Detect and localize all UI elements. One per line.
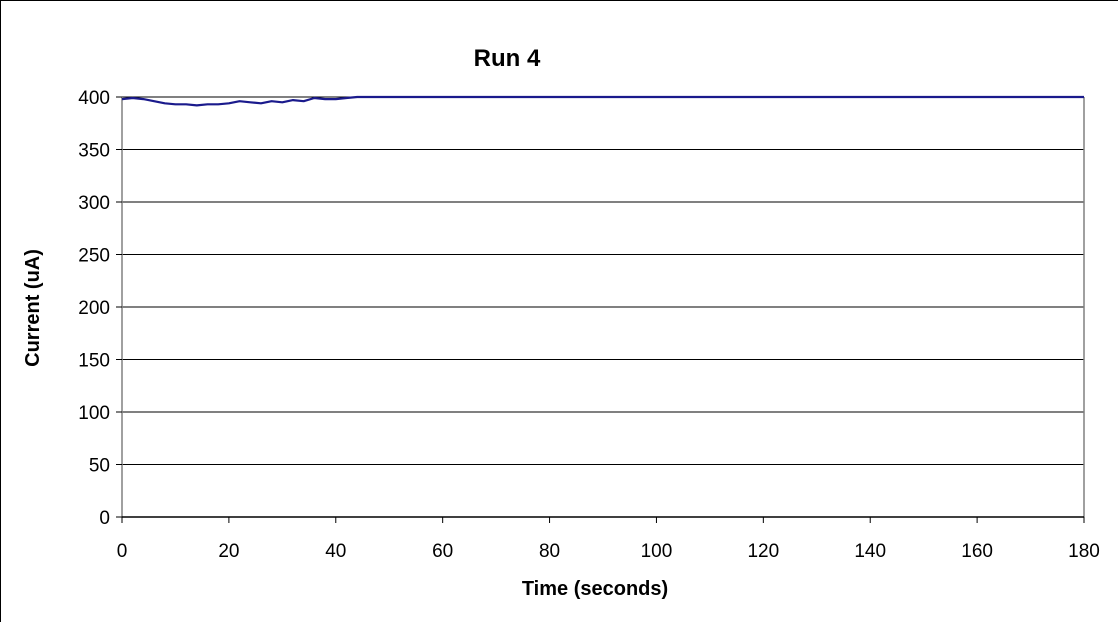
y-tick-label-400: 400 xyxy=(78,88,110,109)
tick-labels: 0 50 100 150 200 250 300 350 400 0 20 40 60 80 100 120 1… xyxy=(78,88,1100,562)
x-tick-label-120: 120 xyxy=(747,541,779,562)
y-tick-label-100: 100 xyxy=(78,403,110,424)
x-tick-label-180: 180 xyxy=(1068,541,1100,562)
x-tick-label-140: 140 xyxy=(854,541,886,562)
y-tick-label-250: 250 xyxy=(78,246,110,267)
chart-title: Run 4 xyxy=(474,45,541,72)
x-tick-label-0: 0 xyxy=(117,541,128,562)
y-tick-label-350: 350 xyxy=(78,141,110,162)
axis-layer xyxy=(116,96,1085,523)
series-layer xyxy=(121,95,1084,107)
x-axis-label: Time (seconds) xyxy=(522,578,668,600)
y-axis-label: Current (uA) xyxy=(22,249,44,367)
frame-top-border xyxy=(0,0,1118,1)
x-tick-label-40: 40 xyxy=(325,541,346,562)
frame-left-border xyxy=(0,0,1,622)
y-tick-label-200: 200 xyxy=(78,298,110,319)
grid-layer xyxy=(122,96,1084,465)
y-tick-label-300: 300 xyxy=(78,193,110,214)
x-tick-label-60: 60 xyxy=(432,541,453,562)
x-tick-label-80: 80 xyxy=(539,541,560,562)
x-tick-label-20: 20 xyxy=(218,541,239,562)
y-tick-label-0: 0 xyxy=(99,508,110,529)
y-tick-label-150: 150 xyxy=(78,351,110,372)
y-tick-label-50: 50 xyxy=(89,456,110,477)
x-tick-label-100: 100 xyxy=(641,541,673,562)
x-tick-label-160: 160 xyxy=(961,541,993,562)
series-line-0 xyxy=(121,95,1084,107)
